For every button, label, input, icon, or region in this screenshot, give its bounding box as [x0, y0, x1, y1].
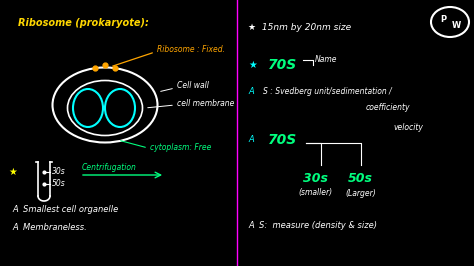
Text: (smaller): (smaller) [298, 189, 332, 197]
Text: coefficienty: coefficienty [366, 103, 410, 113]
Text: 50s: 50s [52, 180, 66, 189]
Text: 70S: 70S [268, 58, 297, 72]
Text: ★  15nm by 20nm size: ★ 15nm by 20nm size [248, 23, 351, 32]
Text: A  S:  measure (density & size): A S: measure (density & size) [248, 221, 377, 230]
Text: 30s: 30s [303, 172, 328, 185]
Text: W: W [451, 20, 461, 30]
Text: A: A [248, 135, 254, 144]
Text: S : Svedberg unit/sedimentation /: S : Svedberg unit/sedimentation / [263, 88, 392, 97]
Text: A  Smallest cell organelle: A Smallest cell organelle [12, 206, 118, 214]
Text: P: P [440, 15, 446, 24]
Text: cytoplasm: Free: cytoplasm: Free [150, 143, 211, 152]
Text: Name: Name [315, 56, 337, 64]
Text: 70S: 70S [268, 133, 297, 147]
Text: Ribosome (prokaryote):: Ribosome (prokaryote): [18, 18, 149, 28]
Text: A: A [248, 88, 254, 97]
Text: Cell wall: Cell wall [177, 81, 209, 90]
Text: (Larger): (Larger) [345, 189, 376, 197]
Text: A  Membraneless.: A Membraneless. [12, 223, 87, 232]
Text: velocity: velocity [393, 123, 423, 132]
Text: Centrifugation: Centrifugation [82, 164, 137, 172]
Text: 50s: 50s [348, 172, 373, 185]
Text: Ribosome : Fixed.: Ribosome : Fixed. [157, 45, 225, 55]
Text: ★: ★ [8, 167, 17, 177]
Text: 30s: 30s [52, 168, 66, 177]
Text: cell membrane: cell membrane [177, 98, 234, 107]
Text: ★: ★ [248, 60, 257, 70]
